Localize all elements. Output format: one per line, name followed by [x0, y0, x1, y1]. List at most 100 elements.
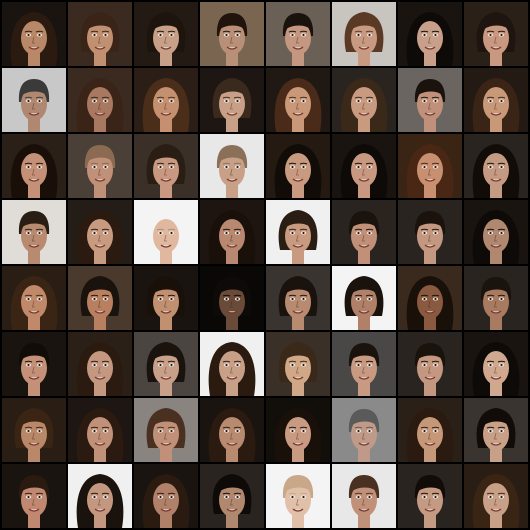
hair-fringe: [153, 347, 179, 360]
mouth: [94, 112, 106, 116]
left-pupil: [357, 297, 360, 301]
face-tile: [398, 200, 462, 264]
face-tile: [332, 464, 396, 528]
nose: [295, 234, 299, 242]
right-brow: [299, 360, 308, 363]
nose: [229, 300, 233, 308]
right-pupil: [236, 99, 239, 103]
neck: [28, 382, 40, 396]
face-tile: [68, 2, 132, 66]
nose: [97, 36, 101, 44]
right-brow: [167, 492, 176, 495]
left-pupil: [225, 99, 228, 103]
face-tile: [134, 332, 198, 396]
face-portrait: [464, 2, 528, 66]
face: [219, 417, 245, 451]
face-portrait: [332, 2, 396, 66]
left-pupil: [93, 297, 96, 301]
right-pupil: [38, 33, 41, 37]
nose: [493, 498, 497, 506]
face-portrait: [2, 200, 66, 264]
left-pupil: [423, 297, 426, 301]
left-brow: [90, 360, 99, 363]
mouth: [226, 46, 238, 50]
left-brow: [90, 294, 99, 297]
mouth: [160, 112, 172, 116]
face-tile: [200, 2, 264, 66]
mouth: [490, 508, 502, 512]
neck: [226, 52, 238, 66]
neck: [160, 118, 172, 132]
nose: [361, 432, 365, 440]
mouth: [94, 442, 106, 446]
face-tile: [464, 200, 528, 264]
right-pupil: [434, 363, 437, 367]
neck: [292, 382, 304, 396]
right-brow: [299, 162, 308, 165]
face: [87, 285, 113, 319]
hair-fringe: [285, 215, 311, 228]
neck: [424, 382, 436, 396]
left-pupil: [489, 363, 492, 367]
right-brow: [497, 162, 506, 165]
right-brow: [431, 162, 440, 165]
hair-fringe: [417, 347, 443, 360]
hair-fringe: [483, 17, 509, 30]
face-portrait: [398, 332, 462, 396]
left-brow: [288, 96, 297, 99]
left-brow: [222, 162, 231, 165]
right-brow: [365, 294, 374, 297]
left-pupil: [423, 231, 426, 235]
right-pupil: [104, 33, 107, 37]
hair-fringe: [219, 17, 245, 30]
face-portrait: [200, 2, 264, 66]
nose: [97, 432, 101, 440]
neck: [292, 184, 304, 198]
face-portrait: [332, 266, 396, 330]
face-tile: [200, 266, 264, 330]
neck: [424, 250, 436, 264]
face: [87, 417, 113, 451]
face-portrait: [200, 200, 264, 264]
face: [153, 87, 179, 121]
left-brow: [222, 426, 231, 429]
face: [483, 351, 509, 385]
neck: [292, 316, 304, 330]
right-brow: [431, 228, 440, 231]
face-tile: [2, 2, 66, 66]
left-pupil: [291, 231, 294, 235]
mouth: [292, 442, 304, 446]
hair-fringe: [87, 17, 113, 30]
nose: [229, 498, 233, 506]
face-tile: [200, 200, 264, 264]
left-brow: [354, 228, 363, 231]
face-portrait: [266, 200, 330, 264]
left-brow: [486, 228, 495, 231]
neck: [490, 316, 502, 330]
right-pupil: [500, 297, 503, 301]
right-pupil: [38, 363, 41, 367]
mouth: [358, 46, 370, 50]
face: [87, 153, 113, 187]
nose: [361, 366, 365, 374]
hair-fringe: [153, 413, 179, 426]
left-brow: [156, 228, 165, 231]
right-brow: [167, 426, 176, 429]
left-pupil: [225, 33, 228, 37]
face-tile: [2, 68, 66, 132]
face: [285, 21, 311, 55]
hair-fringe: [153, 281, 179, 294]
left-pupil: [423, 495, 426, 499]
left-brow: [486, 360, 495, 363]
mouth: [358, 244, 370, 248]
right-brow: [167, 360, 176, 363]
right-pupil: [368, 33, 371, 37]
right-pupil: [434, 495, 437, 499]
right-brow: [497, 360, 506, 363]
right-pupil: [500, 99, 503, 103]
right-pupil: [104, 165, 107, 169]
face: [351, 483, 377, 517]
face: [21, 483, 47, 517]
right-pupil: [434, 33, 437, 37]
left-pupil: [159, 495, 162, 499]
